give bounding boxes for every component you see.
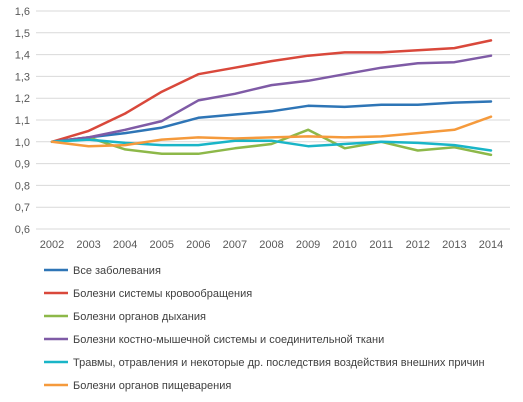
series-line-4 [50,54,493,144]
x-tick-label: 2006 [186,239,210,251]
y-tick-label: 0,6 [15,224,30,236]
legend-item: Болезни органов дыхания [44,311,206,323]
legend-item: Болезни системы кровообращения [44,288,252,300]
x-tick-label: 2010 [332,239,356,251]
y-tick-label: 0,7 [15,202,30,214]
y-tick-label: 1,1 [15,115,30,127]
legend-label: Травмы, отравления и некоторые др. после… [73,357,485,369]
x-tick-label: 2007 [223,239,247,251]
legend-item: Болезни органов пищеварения [44,380,231,392]
y-tick-label: 1,2 [15,93,30,105]
legend-label: Болезни органов дыхания [73,311,206,323]
y-tick-label: 1,5 [15,28,30,40]
series-line-3 [50,128,493,157]
gridlines [36,10,510,230]
x-axis-ticks: 2002 2003 2004 2005 2006 2007 2008 2009 2010 2011… [40,239,503,251]
legend-label: Болезни костно-мышечной системы и соедин… [73,334,384,346]
series-line-5 [50,138,493,152]
series-line-1 [50,100,493,144]
x-tick-label: 2012 [406,239,430,251]
legend-label: Болезни системы кровообращения [73,288,252,300]
y-tick-label: 0,9 [15,159,30,171]
legend: Все заболевания Болезни системы кровообра… [44,265,485,392]
x-tick-label: 2008 [259,239,283,251]
legend-label: Все заболевания [73,265,161,277]
x-tick-label: 2009 [296,239,320,251]
legend-label: Болезни органов пищеварения [73,380,231,392]
y-tick-label: 1,0 [15,137,30,149]
y-axis-ticks: 0,6 0,7 0,8 0,9 1,0 1,1 1,2 1,3 1,4 1,5 1,6 [15,6,30,236]
series-line-6 [50,115,493,148]
legend-item: Все заболевания [44,265,161,277]
series-lines [50,39,493,157]
x-tick-label: 2003 [76,239,100,251]
x-tick-label: 2005 [150,239,174,251]
legend-item: Травмы, отравления и некоторые др. после… [44,357,485,369]
x-tick-label: 2014 [479,239,503,251]
x-tick-label: 2011 [369,239,393,251]
x-tick-label: 2013 [442,239,466,251]
x-tick-label: 2004 [113,239,137,251]
series-line-2 [50,39,493,144]
y-tick-label: 0,8 [15,180,30,192]
legend-item: Болезни костно-мышечной системы и соедин… [44,334,384,346]
x-tick-label: 2002 [40,239,64,251]
y-tick-label: 1,6 [15,6,30,18]
y-tick-label: 1,3 [15,71,30,83]
y-tick-label: 1,4 [15,50,30,62]
